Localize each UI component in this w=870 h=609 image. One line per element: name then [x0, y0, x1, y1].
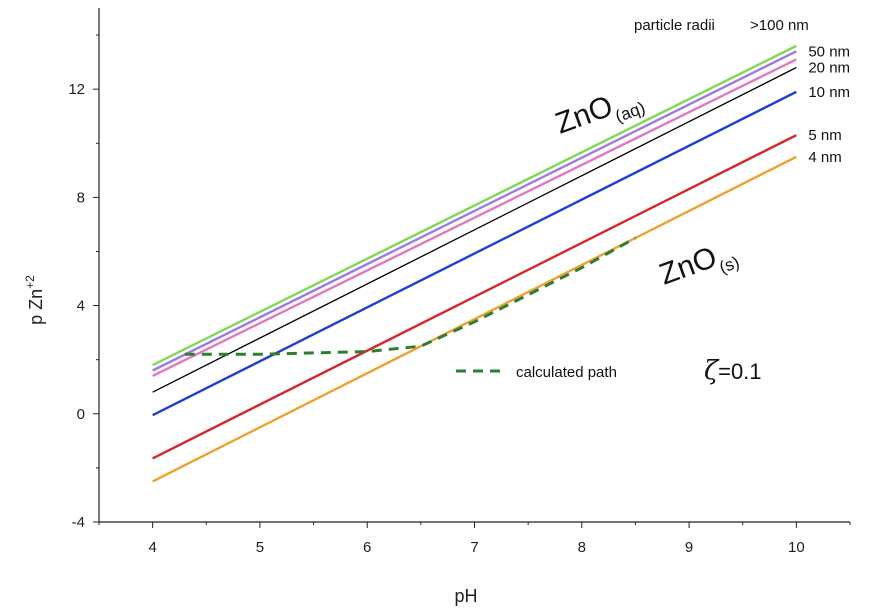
zno-s-label: ZnO(s): [655, 234, 742, 297]
series-line: [152, 134, 797, 460]
x-tick-label: 10: [788, 539, 805, 556]
x-axis-title: pH: [454, 586, 477, 606]
x-tick-label: 8: [578, 539, 586, 556]
series-line: [152, 50, 797, 372]
zeta-symbol: ζ: [704, 356, 720, 386]
series-label: 10 nm: [808, 84, 850, 101]
zno-aq-label: ZnO(aq): [551, 79, 648, 146]
series-line: [152, 66, 797, 393]
zno-s-main: ZnO: [655, 241, 721, 292]
y-axis-title-main: p Zn: [26, 289, 46, 325]
axes: 4 5 6 7 8 9 10 -4 0 4 8 12: [68, 8, 851, 556]
y-axis-title-superscript: +2: [23, 275, 37, 289]
series-line: [152, 90, 797, 417]
y-tick-label: 12: [68, 81, 85, 98]
y-tick-label: 8: [77, 189, 85, 206]
y-tick-label: 4: [77, 298, 85, 315]
x-tick-label: 5: [256, 539, 264, 556]
y-tick-label: 0: [77, 406, 85, 423]
x-tick-label: 9: [685, 539, 693, 556]
y-tick-label: -4: [72, 514, 85, 531]
y-axis-title: p Zn+2: [23, 275, 46, 325]
zeta-annotation: ζ=0.1: [704, 356, 762, 386]
series-label: 50 nm: [808, 43, 850, 60]
zno-s-sub: (s): [717, 253, 742, 278]
legend-title: particle radii: [634, 17, 715, 34]
series-line: [152, 58, 797, 377]
series-line: [152, 155, 797, 483]
series-label: 4 nm: [808, 149, 841, 166]
zno-aq-main: ZnO: [551, 90, 617, 141]
series-label: 5 nm: [808, 127, 841, 144]
x-tick-label: 4: [148, 539, 156, 556]
series-line: [152, 44, 797, 367]
series-lines: [152, 44, 797, 483]
zeta-value: =0.1: [718, 359, 761, 384]
x-tick-label: 7: [470, 539, 478, 556]
calculated-path-legend-label: calculated path: [516, 364, 617, 381]
series-label: 20 nm: [808, 60, 850, 77]
x-tick-label: 6: [363, 539, 371, 556]
calculated-path-line: [184, 236, 637, 356]
series-label: >100 nm: [750, 17, 809, 34]
